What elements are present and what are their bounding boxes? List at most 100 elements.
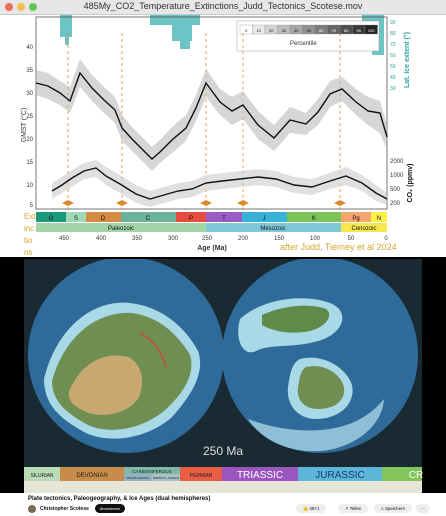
svg-text:60: 60 xyxy=(390,53,396,59)
window-controls xyxy=(5,3,37,11)
paleogeography-map: 250 Ma SILURIAN DEVONIAN CARBONIFEROUS xyxy=(24,257,423,493)
svg-text:90: 90 xyxy=(390,20,396,26)
save-label: Speichern xyxy=(384,506,406,511)
close-window-button[interactable] xyxy=(5,3,13,11)
map-timeline-strip: SILURIAN DEVONIAN CARBONIFEROUS MISSIS-S… xyxy=(24,467,423,493)
svg-text:30: 30 xyxy=(390,86,396,92)
svg-text:150: 150 xyxy=(274,236,285,242)
percentile-title: Percentile xyxy=(290,41,317,47)
extinction-lines xyxy=(67,33,341,217)
svg-text:400: 400 xyxy=(96,236,107,242)
svg-text:S: S xyxy=(74,216,78,222)
percentile-value: 50 xyxy=(307,28,312,33)
svg-text:35: 35 xyxy=(26,68,33,74)
svg-text:CARBONIFEROUS: CARBONIFEROUS xyxy=(132,469,171,474)
svg-text:DEVONIAN: DEVONIAN xyxy=(76,473,107,479)
svg-text:70: 70 xyxy=(390,42,396,48)
percentile-value: 40 xyxy=(294,28,299,33)
co2-envelope xyxy=(52,160,387,207)
percentile-legend: 0 10 20 30 40 50 60 70 80 90 100 Percentile xyxy=(236,20,380,52)
svg-text:Cenozoic: Cenozoic xyxy=(351,226,376,232)
svg-text:Mesozoic: Mesozoic xyxy=(260,226,285,232)
gmst-median-line xyxy=(35,71,388,160)
share-label: Teilen xyxy=(349,506,362,511)
svg-text:30: 30 xyxy=(26,91,33,97)
zoom-window-button[interactable] xyxy=(29,3,37,11)
svg-text:T: T xyxy=(222,216,226,222)
extinction-markers xyxy=(62,200,346,206)
geologic-period-bar: O S D C P T J K Pg N Paleozoic Mesozoic xyxy=(36,212,387,232)
svg-text:CR: CR xyxy=(409,470,423,481)
save-icon: ≡ xyxy=(380,506,384,511)
svg-text:40: 40 xyxy=(390,75,396,81)
svg-text:D: D xyxy=(101,216,106,222)
like-count: 4871 xyxy=(309,506,320,511)
svg-text:Pg: Pg xyxy=(352,216,359,222)
svg-text:10: 10 xyxy=(26,183,33,189)
svg-text:JURASSIC: JURASSIC xyxy=(315,470,364,481)
percentile-value: 70 xyxy=(332,28,337,33)
age-axis-ticks: 450 400 350 300 250 200 150 100 50 0 xyxy=(59,236,388,242)
climate-chart-panel: 0 10 20 30 40 50 60 70 80 90 100 Percentile 40 35 xyxy=(0,15,446,257)
chart-credit: after Judd, Tierney et al 2024 xyxy=(280,242,397,252)
channel-avatar[interactable] xyxy=(28,505,36,513)
svg-text:P: P xyxy=(189,216,193,222)
gmst-axis-label: GMST (°C) xyxy=(20,108,28,143)
svg-text:TRIASSIC: TRIASSIC xyxy=(237,470,283,481)
plot-frame xyxy=(35,16,388,210)
svg-text:2000: 2000 xyxy=(390,159,404,165)
svg-text:300: 300 xyxy=(168,236,179,242)
svg-text:5: 5 xyxy=(30,203,34,209)
svg-text:450: 450 xyxy=(59,236,70,242)
co2-axis-ticks: 2000 1000 500 200 xyxy=(390,159,404,207)
minimize-window-button[interactable] xyxy=(17,3,25,11)
percentile-value: 10 xyxy=(257,28,262,33)
video-info-bar: Plate tectonics, Paleogeography, & Ice A… xyxy=(0,493,446,516)
svg-text:PERMIAN: PERMIAN xyxy=(190,473,213,479)
percentile-value: 30 xyxy=(282,28,287,33)
svg-text:MISSIS-SIPPIAN: MISSIS-SIPPIAN xyxy=(126,476,149,480)
svg-text:K: K xyxy=(312,216,316,222)
share-button[interactable]: ↗ Teilen xyxy=(338,504,368,513)
age-axis-label: Age (Ma) xyxy=(197,245,227,252)
extinctions-label: Ext inc tio ns xyxy=(24,212,36,257)
svg-text:1000: 1000 xyxy=(390,173,404,179)
svg-text:C: C xyxy=(146,216,151,222)
svg-text:25: 25 xyxy=(26,114,33,120)
svg-text:N: N xyxy=(377,216,381,222)
climate-chart: 0 10 20 30 40 50 60 70 80 90 100 Percentile 40 35 xyxy=(20,15,414,252)
window-titlebar: 485My_CO2_Temperature_Extinctions_Judd_T… xyxy=(0,0,446,15)
svg-text:200: 200 xyxy=(238,236,249,242)
svg-text:100: 100 xyxy=(310,236,321,242)
svg-text:200: 200 xyxy=(390,201,401,207)
svg-text:50: 50 xyxy=(390,64,396,70)
svg-text:0: 0 xyxy=(384,236,388,242)
percentile-value: 60 xyxy=(319,28,324,33)
co2-axis-label: CO₂ (ppmv) xyxy=(407,164,414,203)
save-button[interactable]: ≡ Speichern xyxy=(374,504,412,513)
subscribe-button[interactable]: Abonnieren xyxy=(95,504,125,513)
map-age-label: 250 Ma xyxy=(203,444,243,458)
video-frame[interactable]: 0 10 20 30 40 50 60 70 80 90 100 Percentile 40 35 xyxy=(0,15,446,493)
svg-text:SILURIAN: SILURIAN xyxy=(30,473,53,479)
gmst-envelope xyxy=(36,59,387,171)
percentile-value: 0 xyxy=(245,28,248,33)
percentile-value: 20 xyxy=(269,28,274,33)
svg-text:80: 80 xyxy=(390,31,396,37)
svg-text:O: O xyxy=(49,216,54,222)
percentile-value: 90 xyxy=(357,28,362,33)
channel-name[interactable]: Christopher Scotese xyxy=(40,506,89,512)
more-icon: ⋯ xyxy=(420,506,426,511)
more-actions-button[interactable]: ⋯ xyxy=(416,504,430,513)
thumbs-up-icon: 👍 xyxy=(302,506,309,511)
percentile-cell xyxy=(364,24,378,35)
ice-axis-ticks: 90 80 70 60 50 40 30 xyxy=(390,20,396,92)
gmst-axis-ticks: 40 35 30 25 20 15 10 5 xyxy=(26,45,33,209)
ice-axis-label: Lat. ice extent (°) xyxy=(403,32,411,88)
svg-text:40: 40 xyxy=(26,45,33,51)
co2-median-line xyxy=(51,167,388,200)
video-title: Plate tectonics, Paleogeography, & Ice A… xyxy=(28,496,211,502)
like-button[interactable]: 👍 4871 xyxy=(296,504,326,513)
svg-text:500: 500 xyxy=(390,187,401,193)
left-hemisphere-globe xyxy=(28,257,224,453)
